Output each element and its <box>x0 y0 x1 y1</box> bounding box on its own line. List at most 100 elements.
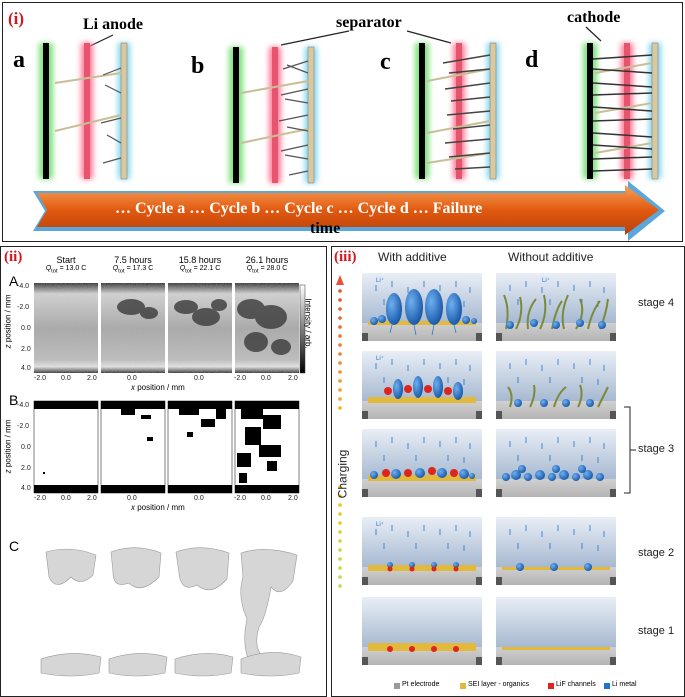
leader-arrows <box>87 26 602 48</box>
ytick-b-0: -4.0 <box>17 402 30 409</box>
stage-3-label: stage 3 <box>638 443 675 455</box>
row-label-a: A <box>9 273 19 289</box>
legend-sei: SEI layer - organics <box>468 681 530 688</box>
col-title-1: 7.5 hours <box>114 255 152 265</box>
scene-with-stage1 <box>362 597 482 665</box>
cell-letter-c: c <box>380 49 391 75</box>
xtick-b-3-2: 2.0 <box>288 495 298 502</box>
stage3-bracket <box>624 406 636 494</box>
panel-ii-tag: (ii) <box>4 249 23 265</box>
xtick-a-3-2: 2.0 <box>288 375 298 382</box>
xtick-a-0-2: 2.0 <box>87 375 97 382</box>
xtick-a-0-1: 0.0 <box>61 375 71 382</box>
scene-with-stage3b <box>362 429 482 497</box>
cell-letter-a: a <box>13 47 25 73</box>
charging-dots <box>338 289 342 588</box>
cell-letter-b: b <box>191 53 205 79</box>
cell-d <box>583 42 661 180</box>
col-header-3: 26.1 hours Qtot = 28.0 C <box>234 255 300 274</box>
xtick-b-3-1: 0.0 <box>261 495 271 502</box>
separator-label: separator <box>336 14 402 31</box>
li-ion-label-2: Li⁺ <box>542 278 550 284</box>
xtick-a-1-1: 0.0 <box>127 375 137 382</box>
col-header-0: Start Qtot = 13.0 C <box>33 255 99 274</box>
without-additive-header: Without additive <box>508 250 594 264</box>
col-charge-3: Qtot = 28.0 C <box>246 265 288 275</box>
scene-without-stage3b <box>496 429 616 497</box>
scene-with-stage2 <box>362 517 482 585</box>
xtick-b-2-1: 0.0 <box>194 495 204 502</box>
tomography-images <box>33 283 306 677</box>
battery-cells-diagram <box>33 26 665 241</box>
x-axis-label-a: x position / mm <box>131 383 185 392</box>
scene-with-stage3a <box>362 351 482 419</box>
row-a-images <box>34 283 306 374</box>
panel-ii: (ii) A B C Start Qtot = 13.0 C 7.5 hours… <box>0 246 327 697</box>
cell-b <box>229 46 317 184</box>
stage-1-label: stage 1 <box>638 625 675 637</box>
xtick-b-3-0: -2.0 <box>234 495 247 502</box>
panel-iii: (iii) With additive Without additive <box>331 246 685 697</box>
col-title-0: Start <box>56 255 76 265</box>
ytick-b-3: 2.0 <box>21 465 31 472</box>
cathode-label: cathode <box>567 9 621 26</box>
xtick-b-0-0: -2.0 <box>34 495 47 502</box>
x-axis-label-b: x position / mm <box>131 503 185 512</box>
panel-i-tag: (i) <box>8 9 25 28</box>
xtick-a-3-1: 0.0 <box>261 375 271 382</box>
stage-2-label: stage 2 <box>638 547 675 559</box>
scene-without-stage4 <box>496 273 616 341</box>
row-c-renderings <box>40 547 302 677</box>
col-header-2: 15.8 hours Qtot = 22.1 C <box>167 255 233 274</box>
cycle-arrow-text: … Cycle a … Cycle b … Cycle c … Cycle d … <box>115 200 483 217</box>
legend-swatches <box>394 683 610 689</box>
ytick-b-2: 0.0 <box>21 444 31 451</box>
xtick-a-3-0: -2.0 <box>234 375 247 382</box>
anode-label: Li anode <box>83 16 144 33</box>
charging-arrow <box>336 275 344 588</box>
stage-4-label: stage 4 <box>638 297 675 309</box>
scene-without-stage2 <box>496 517 616 585</box>
col-charge-2: Qtot = 22.1 C <box>179 265 221 275</box>
ytick-a-2: 0.0 <box>21 325 31 332</box>
time-label: time <box>310 220 341 237</box>
col-charge-0: Qtot = 13.0 C <box>45 265 87 275</box>
legend-lif: LiF channels <box>556 681 596 688</box>
ytick-a-3: 2.0 <box>21 346 31 353</box>
cell-a <box>39 42 130 180</box>
li-ion-label-3: Li⁺ <box>376 356 384 362</box>
li-ion-label-4: Li⁺ <box>376 522 384 528</box>
li-ion-label-1: Li⁺ <box>376 278 384 284</box>
row-label-c: C <box>9 538 20 554</box>
row-b-images <box>33 400 300 494</box>
col-header-1: 7.5 hours Qtot = 17.3 C <box>100 255 166 274</box>
ytick-a-1: -2.0 <box>17 304 30 311</box>
deposition-stages-diagram <box>336 273 636 689</box>
ytick-b-4: 4.0 <box>21 485 31 492</box>
legend-li: Li metal <box>612 681 637 688</box>
ytick-b-1: -2.0 <box>17 423 30 430</box>
panel-i: (i) Li anode separator cathode a b c d <box>2 2 683 242</box>
col-title-3: 26.1 hours <box>245 255 289 265</box>
xtick-b-1-1: 0.0 <box>127 495 137 502</box>
col-charge-1: Qtot = 17.3 C <box>112 265 154 275</box>
row-label-b: B <box>9 392 19 408</box>
scene-without-stage3a <box>496 351 616 419</box>
xtick-b-0-2: 2.0 <box>87 495 97 502</box>
xtick-a-0-0: -2.0 <box>34 375 47 382</box>
intensity-label: Intensity / arb. <box>303 298 313 349</box>
panel-iii-tag: (iii) <box>334 249 357 265</box>
scene-with-stage4 <box>362 273 482 341</box>
charging-label: Charging <box>335 449 350 499</box>
ytick-a-4: 4.0 <box>21 365 31 372</box>
xtick-b-0-1: 0.0 <box>61 495 71 502</box>
col-title-2: 15.8 hours <box>178 255 222 265</box>
ytick-a-0: -4.0 <box>17 283 30 290</box>
with-additive-header: With additive <box>378 250 447 264</box>
cell-letter-d: d <box>525 47 539 73</box>
scene-without-stage1 <box>496 597 616 665</box>
legend-pt: Pt electrode <box>402 681 440 688</box>
cell-c <box>415 42 499 180</box>
cycle-arrow <box>33 181 665 241</box>
xtick-a-2-1: 0.0 <box>194 375 204 382</box>
